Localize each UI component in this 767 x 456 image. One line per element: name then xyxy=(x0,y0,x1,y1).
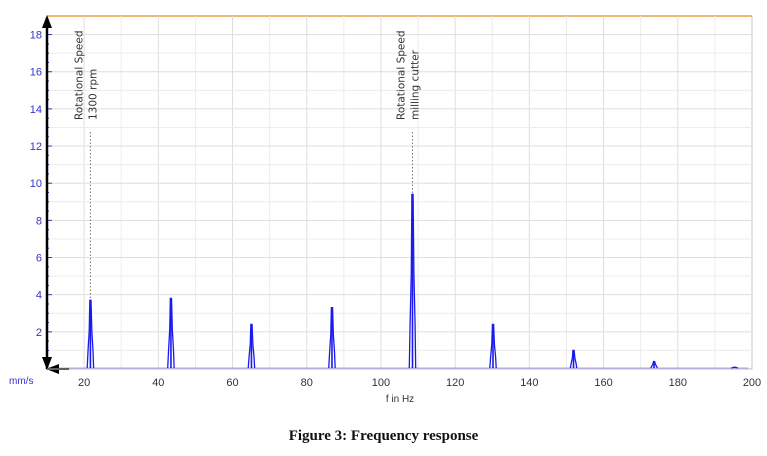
y-tick-label: 8 xyxy=(36,215,42,227)
x-tick-label: 20 xyxy=(78,377,90,389)
x-axis-label: f in Hz xyxy=(386,394,414,405)
y-tick-label: 6 xyxy=(36,253,42,265)
annotation-text: Rotational Speed xyxy=(73,30,85,120)
y-tick-label: 4 xyxy=(36,290,42,302)
plot-background xyxy=(46,15,753,370)
y-tick-label: 12 xyxy=(30,141,42,153)
frequency-response-chart: Rotational Speed 1300 rpm Rotational Speed… xyxy=(9,15,761,405)
y-tick-label: 10 xyxy=(30,178,42,190)
spectrum-peak xyxy=(569,349,578,369)
x-tick-label: 120 xyxy=(446,377,464,389)
grid xyxy=(47,16,752,369)
x-tick-label: 200 xyxy=(743,377,761,389)
y-tick-label: 2 xyxy=(36,327,42,339)
x-tick-label: 180 xyxy=(669,377,687,389)
spectrum-peak xyxy=(328,307,336,369)
y-axis-up-arrow xyxy=(42,15,52,28)
figure-caption: Figure 3: Frequency response xyxy=(288,428,479,444)
x-tick-label: 140 xyxy=(520,377,538,389)
y-axis-unit-label: mm/s xyxy=(9,376,33,387)
annotation-text: milling cutter xyxy=(409,49,421,120)
x-tick-label: 100 xyxy=(372,377,390,389)
y-axis-down-arrow xyxy=(42,357,52,370)
spectrum-series xyxy=(48,193,749,369)
y-tick-label: 14 xyxy=(30,104,42,116)
spectrum-peak xyxy=(650,360,658,369)
x-tick-label: 160 xyxy=(594,377,612,389)
x-tick-label: 40 xyxy=(152,377,164,389)
x-tick-label: 60 xyxy=(226,377,238,389)
annotation-text: 1300 rpm xyxy=(87,69,99,120)
axes xyxy=(42,15,752,374)
y-tick-label: 16 xyxy=(30,67,42,79)
annotation-text: Rotational Speed xyxy=(395,30,407,120)
tick-labels: 20 40 60 80 100 120 140 160 180 200 2 4 6 8 10 12 14 16 18 xyxy=(30,30,761,389)
y-tick-label: 18 xyxy=(30,30,42,42)
x-tick-label: 80 xyxy=(301,377,313,389)
